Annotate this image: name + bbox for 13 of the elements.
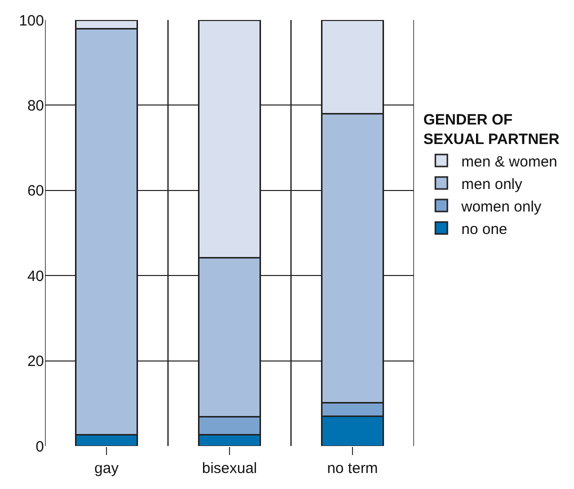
y-tick-label: 20 [27,353,44,370]
y-tick-label: 0 [36,438,44,456]
x-tick-label: bisexual [202,460,258,477]
y-tick-label: 60 [27,182,44,200]
x-tick-label: no term [327,460,378,477]
legend-label: men only [461,176,523,193]
legend-label: men & women [461,153,558,170]
legend-label: no one [461,220,508,238]
legend-label: women only [460,198,542,216]
y-tick-label: 80 [27,97,44,114]
y-tick-label: 100 [18,12,44,30]
x-tick-label: gay [94,460,120,477]
y-tick-label: 40 [27,268,44,285]
